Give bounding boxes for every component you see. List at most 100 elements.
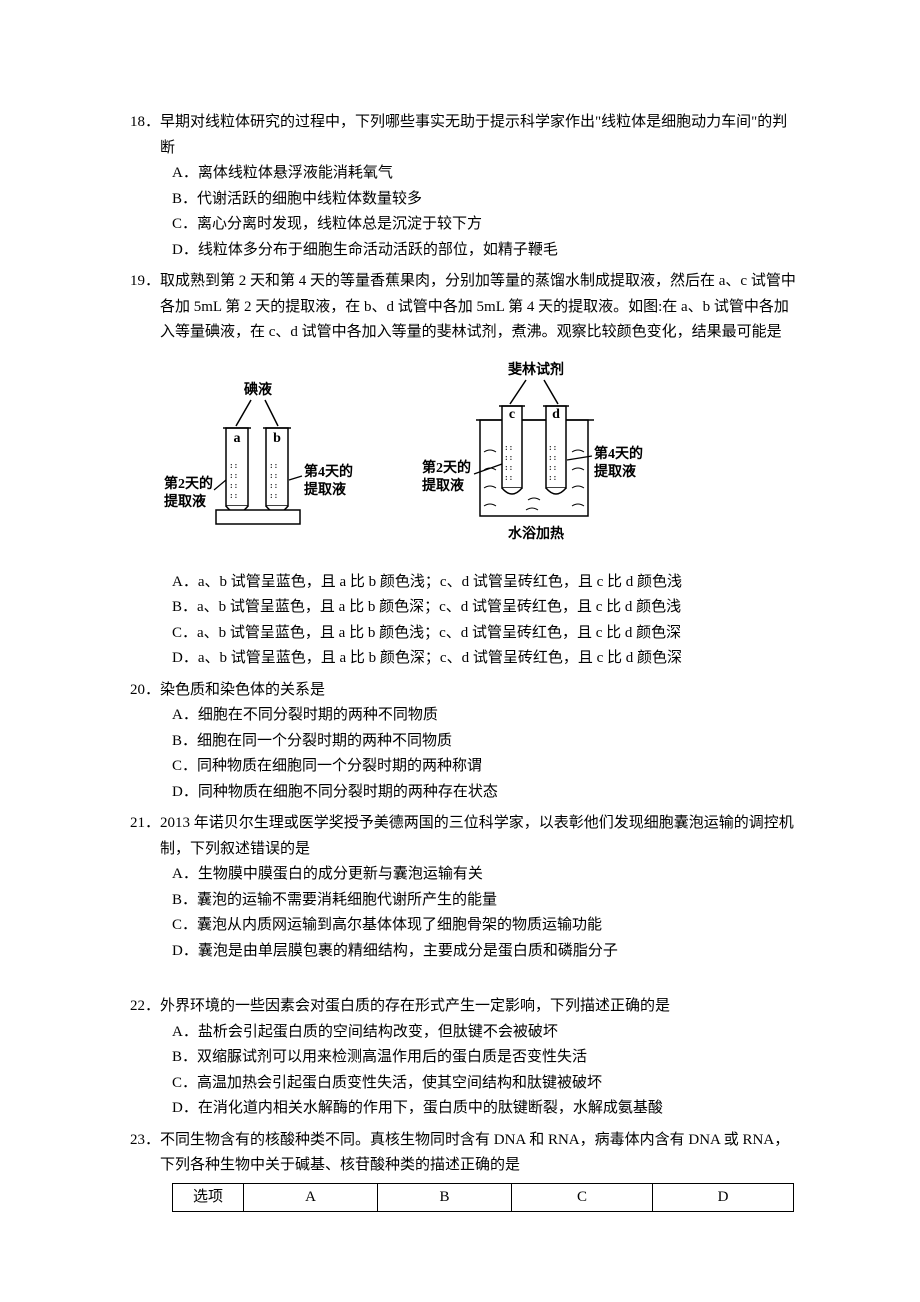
table-header-cell: B [378,1183,512,1212]
question-19: 19． 取成熟到第 2 天和第 4 天的等量香蕉果肉，分别加等量的蒸馏水制成提取… [130,269,800,672]
option-c: C．高温加热会引起蛋白质变性失活，使其空间结构和肽键被破坏 [172,1071,800,1097]
left-label-line1: 第2天的 [422,459,471,476]
option-b: B．代谢活跃的细胞中线粒体数量较多 [172,187,800,213]
table-header-cell: D [653,1183,794,1212]
option-label: D． [172,1096,198,1122]
table-header-cell: C [512,1183,653,1212]
svg-text:: :: : : [505,453,512,462]
option-label: C． [172,1071,197,1097]
diagram-left-iodine: 碘液 a : :: : : :: : [158,380,368,560]
option-d: D．线粒体多分布于细胞生命活动活跃的部位，如精子鞭毛 [172,238,800,264]
option-b: B．双缩脲试剂可以用来检测高温作用后的蛋白质是否变性失活 [172,1045,800,1071]
question-number: 20． [130,678,160,704]
question-number: 22． [130,994,160,1020]
svg-text:: :: : : [230,461,237,470]
question-18: 18． 早期对线粒体研究的过程中，下列哪些事实无助于提示科学家作出"线粒体是细胞… [130,110,800,263]
test-tube-a: a : :: : : :: : [223,428,251,513]
svg-text:: :: : : [505,473,512,482]
option-text: 离体线粒体悬浮液能消耗氧气 [198,161,800,187]
option-d: D．a、b 试管呈蓝色，且 a 比 b 颜色深；c、d 试管呈砖红色，且 c 比… [172,646,800,672]
left-label-line2: 提取液 [422,477,465,494]
svg-text:: :: : : [549,443,556,452]
question-21: 21． 2013 年诺贝尔生理或医学奖授予美德两国的三位科学家，以表彰他们发现细… [130,811,800,964]
option-label: D． [172,939,198,965]
right-label-line2: 提取液 [304,481,347,498]
question-20: 20． 染色质和染色体的关系是 A．细胞在不同分裂时期的两种不同物质 B．细胞在… [130,678,800,806]
question-text: 染色质和染色体的关系是 [160,678,800,704]
question-text: 2013 年诺贝尔生理或医学奖授予美德两国的三位科学家，以表彰他们发现细胞囊泡运… [160,811,800,862]
top-label: 碘液 [243,381,273,398]
svg-text:: :: : : [505,463,512,472]
question-number: 23． [130,1128,160,1179]
table-header-cell: 选项 [173,1183,244,1212]
question-number: 18． [130,110,160,161]
option-a: A．盐析会引起蛋白质的空间结构改变，但肽键不会被破坏 [172,1020,800,1046]
test-tube-c: c : :: :: :: : [499,406,525,494]
right-label-line1: 第4天的 [304,463,353,480]
option-text: a、b 试管呈蓝色，且 a 比 b 颜色浅；c、d 试管呈砖红色，且 c 比 d… [197,621,800,647]
right-label-line1: 第4天的 [594,445,643,462]
option-text: 代谢活跃的细胞中线粒体数量较多 [197,187,800,213]
option-label: B． [172,729,197,755]
svg-text:c: c [509,407,515,422]
svg-text:: :: : : [549,473,556,482]
option-text: a、b 试管呈蓝色，且 a 比 b 颜色深；c、d 试管呈砖红色，且 c 比 d… [198,646,800,672]
question-text: 外界环境的一些因素会对蛋白质的存在形式产生一定影响，下列描述正确的是 [160,994,800,1020]
option-label: A． [172,1020,198,1046]
option-text: 生物膜中膜蛋白的成分更新与囊泡运输有关 [198,862,800,888]
option-label: A． [172,570,198,596]
option-a: A．细胞在不同分裂时期的两种不同物质 [172,703,800,729]
test-tube-d: d : :: :: :: : [543,406,569,494]
option-text: 高温加热会引起蛋白质变性失活，使其空间结构和肽键被破坏 [197,1071,800,1097]
option-c: C．离心分离时发现，线粒体总是沉淀于较下方 [172,212,800,238]
option-label: C． [172,913,197,939]
option-b: B．细胞在同一个分裂时期的两种不同物质 [172,729,800,755]
option-label: C． [172,212,197,238]
option-text: 同种物质在细胞同一个分裂时期的两种称谓 [197,754,800,780]
option-label: B． [172,1045,197,1071]
option-text: 囊泡从内质网运输到高尔基体体现了细胞骨架的物质运输功能 [197,913,800,939]
bottom-label: 水浴加热 [508,525,564,542]
question-22: 22． 外界环境的一些因素会对蛋白质的存在形式产生一定影响，下列描述正确的是 A… [130,994,800,1122]
option-label: B． [172,595,197,621]
option-c: C．囊泡从内质网运输到高尔基体体现了细胞骨架的物质运输功能 [172,913,800,939]
svg-text:: :: : : [270,481,277,490]
diagram-right-fehling: 斐林试剂 [418,360,648,560]
option-label: A． [172,703,198,729]
option-text: 囊泡是由单层膜包裹的精细结构，主要成分是蛋白质和磷脂分子 [198,939,800,965]
question-text: 早期对线粒体研究的过程中，下列哪些事实无助于提示科学家作出"线粒体是细胞动力车间… [160,110,800,161]
svg-text:: :: : : [270,471,277,480]
option-d: D．同种物质在细胞不同分裂时期的两种存在状态 [172,780,800,806]
option-label: D． [172,238,198,264]
option-b: B．囊泡的运输不需要消耗细胞代谢所产生的能量 [172,888,800,914]
option-label: B． [172,187,197,213]
option-label: A． [172,862,198,888]
top-label: 斐林试剂 [508,361,564,378]
document-page: 18． 早期对线粒体研究的过程中，下列哪些事实无助于提示科学家作出"线粒体是细胞… [0,0,920,1302]
option-text: 囊泡的运输不需要消耗细胞代谢所产生的能量 [197,888,800,914]
svg-text:b: b [273,431,281,446]
svg-text:: :: : : [230,481,237,490]
option-text: 细胞在同一个分裂时期的两种不同物质 [197,729,800,755]
option-a: A．生物膜中膜蛋白的成分更新与囊泡运输有关 [172,862,800,888]
option-text: 离心分离时发现，线粒体总是沉淀于较下方 [197,212,800,238]
option-label: C． [172,754,197,780]
svg-text:: :: : : [549,463,556,472]
svg-text:: :: : : [270,491,277,500]
left-label-line2: 提取液 [164,493,207,510]
option-text: 盐析会引起蛋白质的空间结构改变，但肽键不会被破坏 [198,1020,800,1046]
svg-text:d: d [552,407,560,422]
option-text: 同种物质在细胞不同分裂时期的两种存在状态 [198,780,800,806]
svg-text:: :: : : [230,491,237,500]
right-label-line2: 提取液 [594,463,637,480]
option-text: a、b 试管呈蓝色，且 a 比 b 颜色浅；c、d 试管呈砖红色，且 c 比 d… [198,570,800,596]
option-text: 线粒体多分布于细胞生命活动活跃的部位，如精子鞭毛 [198,238,800,264]
option-text: 在消化道内相关水解酶的作用下，蛋白质中的肽键断裂，水解成氨基酸 [198,1096,800,1122]
svg-text:: :: : : [270,461,277,470]
svg-text:: :: : : [230,471,237,480]
left-label-line1: 第2天的 [164,475,213,492]
option-label: D． [172,646,198,672]
question-number: 19． [130,269,160,346]
question-text: 不同生物含有的核酸种类不同。真核生物同时含有 DNA 和 RNA，病毒体内含有 … [160,1128,800,1179]
option-c: C．a、b 试管呈蓝色，且 a 比 b 颜色浅；c、d 试管呈砖红色，且 c 比… [172,621,800,647]
